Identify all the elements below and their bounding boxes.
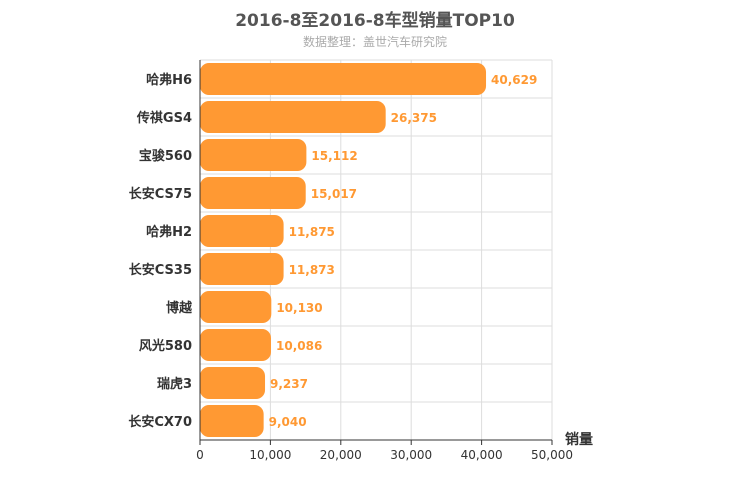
bar	[200, 367, 266, 399]
category-label: 长安CS35	[129, 262, 192, 278]
data-label: 10,130	[276, 301, 322, 315]
category-label: 长安CX70	[128, 414, 192, 430]
grid-lines	[200, 59, 553, 441]
bars	[200, 63, 487, 437]
data-label: 15,017	[311, 187, 357, 201]
x-tick-label: 30,000	[390, 448, 432, 462]
category-label: 长安CS75	[129, 186, 192, 202]
value-labels: 40,629 26,375 15,112 15,017 11,875 11,873 10,1…	[269, 73, 538, 429]
x-axis-ticks: 0 10,000 20,000 30,000 40,000 50,000	[196, 440, 573, 462]
bar	[200, 215, 284, 247]
bar	[200, 177, 306, 209]
x-tick-label: 10,000	[249, 448, 291, 462]
x-tick-label: 20,000	[320, 448, 362, 462]
bar	[200, 101, 386, 133]
data-label: 10,086	[276, 339, 322, 353]
x-axis-title: 销量	[565, 431, 593, 448]
category-label: 宝骏560	[139, 148, 192, 164]
bar	[200, 253, 284, 285]
bar	[200, 63, 487, 95]
x-tick-label: 40,000	[461, 448, 503, 462]
category-label: 博越	[166, 300, 193, 316]
bar	[200, 291, 272, 323]
data-label: 40,629	[491, 73, 537, 87]
bar	[200, 405, 264, 437]
bar	[200, 139, 307, 171]
data-label: 9,237	[270, 377, 308, 391]
category-label: 风光580	[139, 338, 192, 354]
category-label: 哈弗H6	[146, 72, 192, 88]
chart-subtitle: 数据整理：盖世汽车研究院	[302, 35, 447, 49]
category-label: 瑞虎3	[157, 376, 192, 392]
x-tick-label: 0	[196, 448, 204, 462]
data-label: 26,375	[391, 111, 437, 125]
data-label: 11,875	[289, 225, 335, 239]
category-label: 哈弗H2	[146, 224, 192, 240]
chart-title: 2016-8至2016-8车型销量TOP10	[235, 11, 515, 31]
category-label: 传祺GS4	[136, 110, 192, 126]
x-tick-label: 50,000	[531, 448, 573, 462]
data-label: 15,112	[311, 149, 357, 163]
bar	[200, 329, 272, 361]
data-label: 11,873	[289, 263, 335, 277]
data-label: 9,040	[269, 415, 307, 429]
